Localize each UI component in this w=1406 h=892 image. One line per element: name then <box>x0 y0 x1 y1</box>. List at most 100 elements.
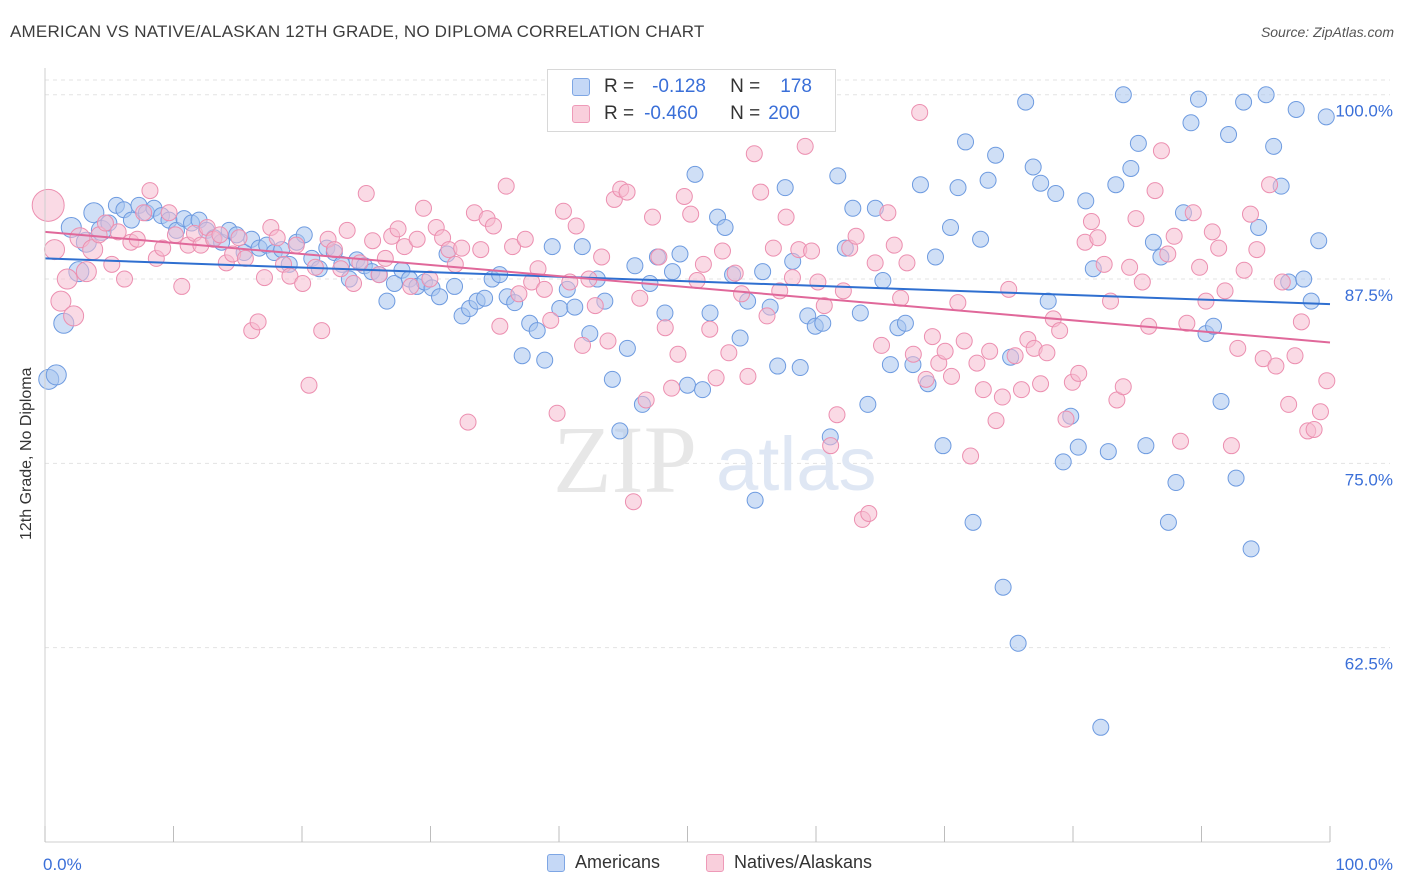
watermark-atlas: atlas <box>716 422 877 507</box>
native-point <box>236 249 254 267</box>
native-point <box>1292 313 1310 331</box>
native-point <box>650 248 668 266</box>
native-point <box>1254 350 1272 368</box>
american-point <box>1242 540 1260 558</box>
american-point <box>942 218 960 236</box>
native-point <box>548 404 566 422</box>
legend-n-value: 200 <box>768 103 800 124</box>
american-point <box>829 167 847 185</box>
native-point <box>1286 347 1304 365</box>
native-point <box>1000 280 1018 298</box>
native-point <box>923 328 941 346</box>
watermark: ZIP atlas <box>553 406 877 513</box>
native-point <box>554 202 572 220</box>
native-point <box>542 311 560 329</box>
americans-swatch <box>547 853 565 872</box>
native-point <box>408 230 426 248</box>
native-point <box>682 205 700 223</box>
native-point <box>268 229 286 247</box>
american-point <box>1069 438 1087 456</box>
native-point <box>593 248 611 266</box>
american-point <box>1205 317 1223 335</box>
americans-trend-line <box>44 257 1331 306</box>
native-point <box>599 332 617 350</box>
native-point <box>726 264 744 282</box>
native-point <box>834 282 852 300</box>
native-point <box>497 177 515 195</box>
native-point <box>815 297 833 315</box>
american-point <box>731 329 749 347</box>
native-point <box>56 268 78 290</box>
american-point <box>1137 437 1155 455</box>
correlation-legend: R = -0.128 N = 178 R = -0.460 N = 200 <box>547 69 836 132</box>
native-point <box>1318 372 1336 390</box>
native-point <box>103 255 121 273</box>
native-point <box>637 391 655 409</box>
native-point <box>644 208 662 226</box>
american-point <box>972 230 990 248</box>
native-point <box>873 336 891 354</box>
legend-r-label: R = <box>604 76 635 97</box>
american-point <box>446 277 464 295</box>
native-point <box>230 229 248 247</box>
native-point <box>1006 347 1024 365</box>
american-point <box>1257 86 1275 104</box>
american-point <box>1129 134 1147 152</box>
native-point <box>1070 364 1088 382</box>
american-point <box>1017 93 1035 111</box>
native-point <box>962 447 980 465</box>
native-point <box>1012 381 1030 399</box>
american-point <box>1265 137 1283 155</box>
american-point <box>987 146 1005 164</box>
native-point <box>1159 245 1177 263</box>
native-point <box>974 381 992 399</box>
americans-swatch <box>572 78 590 96</box>
american-point <box>543 238 561 256</box>
legend-r-label: R = <box>604 103 635 124</box>
native-point <box>1267 357 1285 375</box>
native-point <box>898 254 916 272</box>
native-point <box>173 277 191 295</box>
trend-layer <box>44 230 1331 344</box>
native-point <box>624 493 642 511</box>
american-point <box>844 199 862 217</box>
american-point <box>934 437 952 455</box>
bottom-legend-label: Americans <box>575 852 661 872</box>
american-point <box>1039 292 1057 310</box>
american-point <box>671 245 689 263</box>
native-point <box>866 254 884 272</box>
native-point <box>389 220 407 238</box>
native-point <box>504 238 522 256</box>
native-point <box>1121 258 1139 276</box>
native-point <box>287 236 305 254</box>
american-point <box>1047 185 1065 203</box>
native-point <box>942 367 960 385</box>
axis-layer <box>44 68 1331 843</box>
american-point <box>1032 174 1050 192</box>
american-point <box>1099 443 1117 461</box>
native-point <box>1172 432 1190 450</box>
american-point <box>957 133 975 151</box>
native-point <box>796 137 814 155</box>
american-point <box>1295 270 1313 288</box>
native-point <box>325 241 343 259</box>
native-point <box>968 354 986 372</box>
american-point <box>851 304 869 322</box>
american-point <box>1144 233 1162 251</box>
american-point <box>1182 114 1200 132</box>
native-point <box>395 238 413 256</box>
native-point <box>453 239 471 257</box>
native-point <box>955 332 973 350</box>
native-point <box>1191 258 1209 276</box>
y-tick-label: 75.0% <box>1345 470 1393 489</box>
american-point <box>663 263 681 281</box>
american-point <box>814 314 832 332</box>
legend-n-label: N = <box>730 76 761 97</box>
american-point <box>911 176 929 194</box>
native-point <box>1273 273 1291 291</box>
native-point <box>574 336 592 354</box>
american-point <box>431 288 449 306</box>
native-point <box>1235 261 1253 279</box>
native-point <box>1248 241 1266 259</box>
american-point <box>769 357 787 375</box>
